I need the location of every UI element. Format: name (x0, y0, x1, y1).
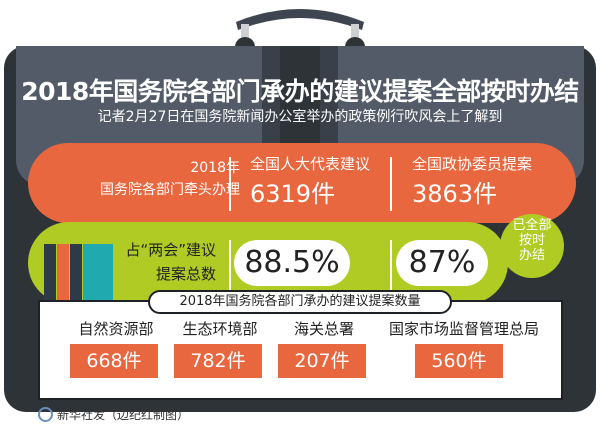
briefcase-handle-icon (235, 9, 365, 47)
badge-line: 已全部 (512, 218, 552, 233)
completed-badge: 已全部 按时 办结 (500, 214, 564, 278)
dept-value: 668件 (70, 344, 158, 378)
cppcc-label: 全国政协委员提案 (412, 155, 533, 173)
orange-label-line2: 国务院各部门牵头办理 (100, 182, 240, 198)
divider (390, 157, 392, 211)
binder-icon (70, 244, 82, 306)
footer-credit: 新华社发（边纪红制图） (57, 408, 190, 422)
briefcase-strap-inner (280, 46, 320, 156)
dept-name: 自然资源部 (78, 320, 154, 338)
orange-banner: 2018年 国务院各部门牵头办理 全国人大代表建议 6319件 全国政协委员提案… (28, 143, 576, 223)
xinhua-logo-icon (38, 407, 53, 422)
divider (229, 240, 231, 296)
badge-line: 办结 (518, 248, 545, 263)
subtitle: 记者2月27日在国务院新闻办公室举办的政策例行吹风会上了解到 (97, 109, 503, 125)
badge-line: 按时 (518, 233, 545, 248)
dept-name: 海关总署 (293, 320, 354, 338)
binder-icon (57, 244, 69, 306)
divider (390, 240, 392, 296)
cppcc-value: 3863件 (412, 180, 498, 208)
page-title: 2018年国务院各部门承办的建议提案全部按时办结 (21, 77, 579, 106)
dept-name: 国家市场监督管理总局 (388, 320, 539, 338)
dept-value: 560件 (415, 344, 503, 378)
npc-value: 6319件 (250, 180, 336, 208)
dept-value: 207件 (278, 344, 366, 378)
box-title: 2018年国务院各部门承办的建议提案数量 (148, 290, 452, 314)
orange-label-line1: 2018年 (190, 160, 240, 176)
binder-icon (83, 244, 113, 306)
binder-icon (44, 244, 56, 306)
department-box: 自然资源部 668件 生态环境部 782件 海关总署 207件 国家市场监督管理… (38, 300, 563, 400)
divider (229, 157, 231, 211)
green-label-line2: 提案总数 (155, 265, 216, 283)
green-label-line1: 占“两会”建议 (125, 241, 216, 259)
cppcc-percent: 87% (396, 240, 488, 286)
npc-label: 全国人大代表建议 (250, 155, 371, 173)
npc-percent: 88.5% (234, 240, 350, 286)
dept-value: 782件 (174, 344, 262, 378)
dept-name: 生态环境部 (182, 320, 258, 338)
